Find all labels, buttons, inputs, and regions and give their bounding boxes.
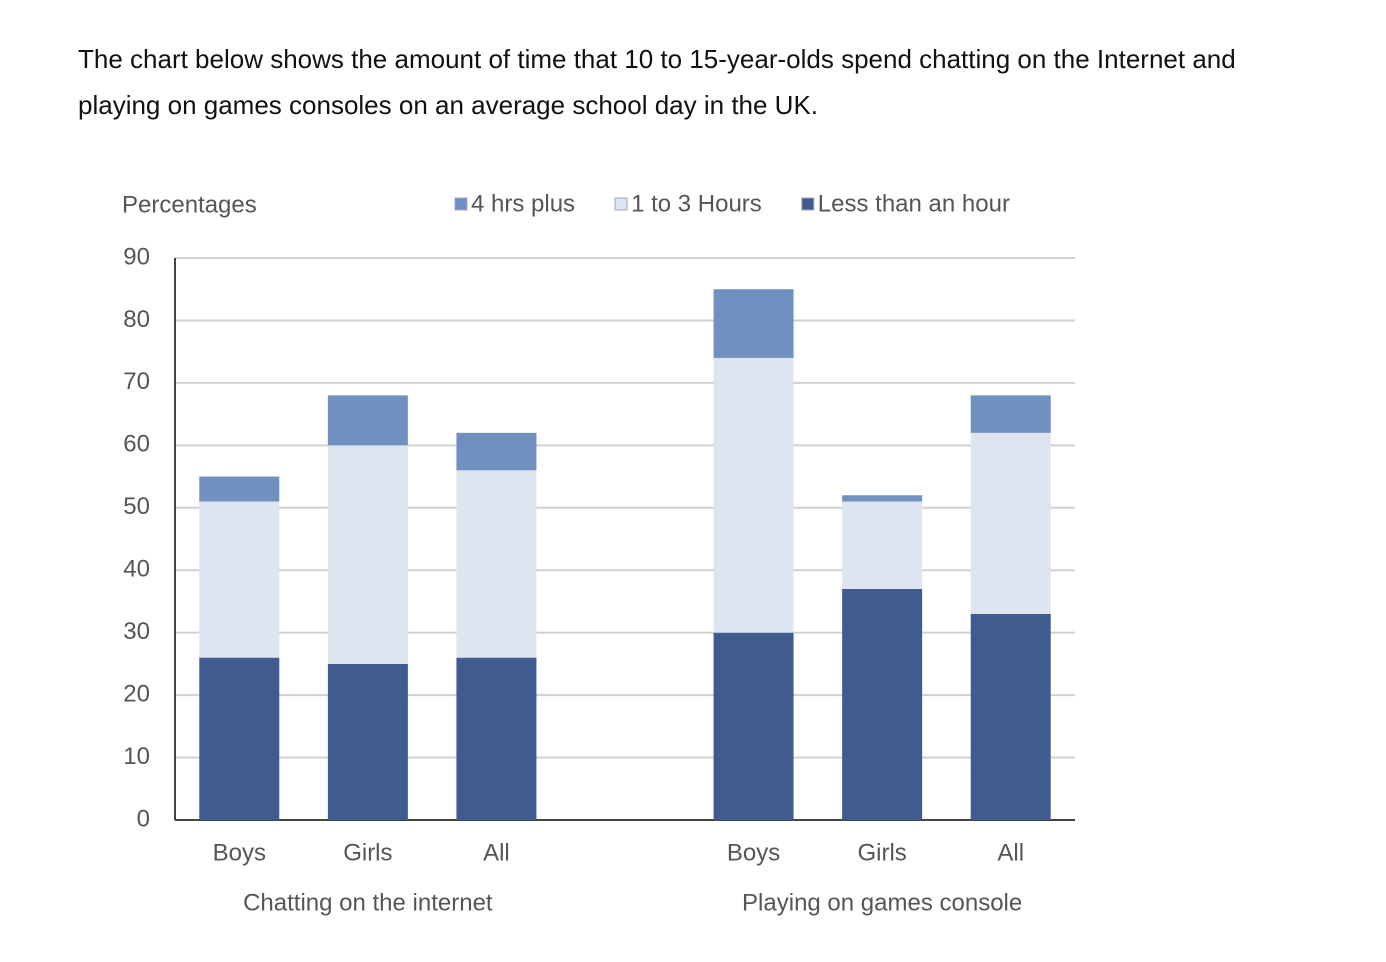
intro-text: The chart below shows the amount of time… [78,44,1236,120]
x-tick-label: Boys [727,839,780,866]
bar-segment [970,613,1051,820]
y-tick-label: 40 [123,556,150,583]
bar-segment [842,501,923,589]
bar-segment [713,357,794,633]
bar-segment [327,445,408,664]
legend-swatch [454,197,468,211]
legend-label: 1 to 3 Hours [631,190,762,217]
bar-segment [456,470,537,658]
x-tick-label: All [997,839,1024,866]
y-tick-label: 30 [123,618,150,645]
legend-label: Less than an hour [818,190,1010,217]
x-tick-label: Girls [857,839,906,866]
y-tick-label: 60 [123,431,150,458]
y-tick-label: 70 [123,368,150,395]
y-tick-label: 80 [123,306,150,333]
bar-segment [970,395,1051,433]
legend-swatch [614,197,628,211]
x-tick-label: Boys [213,839,266,866]
y-tick-label: 90 [123,243,150,270]
bar-segment [199,657,280,820]
bar-segment [456,657,537,820]
bar-segment [713,632,794,820]
bar-segment [199,476,280,502]
x-tick-label: Girls [343,839,392,866]
y-axis-label: Percentages [122,191,257,218]
y-tick-label: 50 [123,493,150,520]
x-tick-label: All [483,839,510,866]
y-tick-label: 10 [123,743,150,770]
bar-segment [713,289,794,358]
group-label: Chatting on the internet [243,889,493,916]
group-label: Playing on games console [742,889,1022,916]
y-tick-label: 0 [137,805,150,832]
legend-label: 4 hrs plus [471,190,575,217]
bar-segment [842,588,923,820]
bar-segment [199,501,280,658]
bar-segment [842,495,923,502]
y-tick-label: 20 [123,680,150,707]
bar-segment [327,395,408,446]
bar-segment [327,663,408,820]
legend-swatch [801,197,815,211]
bar-segment [456,432,537,471]
bar-segment [970,432,1051,614]
